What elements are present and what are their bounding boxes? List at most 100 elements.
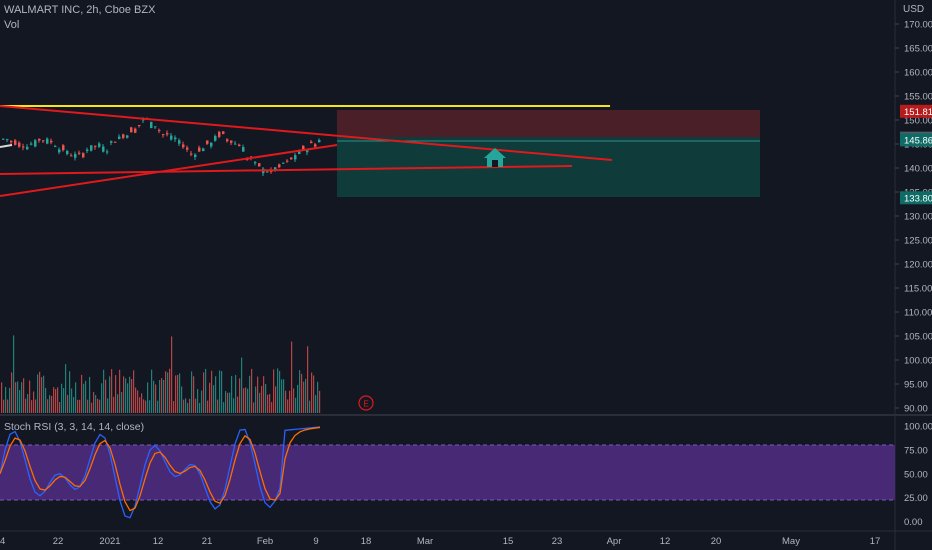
price-tick-label: 150.00 <box>904 116 932 127</box>
volume-label: Vol <box>4 19 20 31</box>
volume-bar <box>183 399 185 413</box>
candle-body <box>138 124 141 126</box>
candle-body <box>122 134 125 138</box>
candle-body <box>190 153 193 155</box>
volume-bar <box>319 390 321 413</box>
candle-body <box>158 130 161 132</box>
volume-bar <box>3 399 5 413</box>
volume-bar <box>229 392 231 413</box>
volume-bar <box>69 371 71 413</box>
time-axis[interactable]: 14 22 2021 12 21 Feb 9 18 Mar 15 23 Apr 12 20 May 17 <box>0 536 880 547</box>
volume-bar <box>239 378 241 413</box>
volume-bar <box>95 395 97 413</box>
candle-body <box>206 140 209 144</box>
candle-body <box>218 131 221 137</box>
volume-bar <box>225 391 227 413</box>
candle-body <box>14 140 17 145</box>
volume-bar <box>285 390 287 413</box>
candle-body <box>54 146 57 148</box>
currency-label: USD <box>903 4 925 15</box>
candle-body <box>106 151 109 153</box>
volume-bar <box>91 402 93 413</box>
stop-loss-zone[interactable] <box>337 110 760 137</box>
price-tick-label: 160.00 <box>904 68 932 79</box>
volume-bar <box>39 371 41 413</box>
volume-bar <box>31 400 33 413</box>
volume-bar <box>193 376 195 413</box>
svg-text:E: E <box>363 400 368 409</box>
price-tick-label: 100.00 <box>904 356 932 367</box>
volume-bar <box>123 376 125 413</box>
volume-bar <box>221 370 223 413</box>
volume-bar <box>253 402 255 413</box>
candle-body <box>226 139 229 142</box>
earnings-marker[interactable]: E <box>358 395 374 411</box>
volume-bar <box>53 387 55 413</box>
volume-bar <box>55 389 57 413</box>
volume-bar <box>139 397 141 413</box>
candle-body <box>18 142 21 147</box>
volume-bar <box>291 341 293 413</box>
candle-body <box>126 135 129 138</box>
candle-body <box>286 160 289 162</box>
candle-body <box>130 127 133 133</box>
volume-bar <box>269 394 271 413</box>
volume-bar <box>165 371 167 413</box>
time-tick-label: 12 <box>660 536 671 547</box>
time-tick-label: 18 <box>361 536 372 547</box>
volume-bar <box>153 380 155 413</box>
volume-bar <box>71 388 73 413</box>
time-tick-label: 17 <box>870 536 881 547</box>
volume-bar <box>159 380 161 413</box>
candle-body <box>42 140 45 142</box>
volume-bar <box>47 399 49 413</box>
ascending-trendline[interactable] <box>0 165 573 175</box>
symbol-title[interactable]: WALMART INC, 2h, Cboe BZX <box>4 4 156 16</box>
volume-bar <box>199 402 201 413</box>
lower-trendline[interactable] <box>0 144 338 197</box>
volume-bar <box>93 392 95 413</box>
price-tick-label: 125.00 <box>904 236 932 247</box>
volume-bar <box>15 382 17 413</box>
price-badge-label: 145.86 <box>904 135 932 146</box>
candle-body <box>238 144 241 147</box>
volume-bar <box>89 376 91 413</box>
time-tick-label: Feb <box>257 536 273 547</box>
volume-bar <box>203 372 205 413</box>
volume-bar <box>25 398 27 413</box>
price-candles <box>2 117 321 176</box>
price-axis[interactable]: 170.00165.00160.00155.00150.00145.00140.… <box>895 20 932 415</box>
volume-bar <box>27 394 29 413</box>
volume-bar <box>11 372 13 413</box>
descending-trendline[interactable] <box>0 105 613 161</box>
volume-bar <box>137 390 139 413</box>
volume-bar <box>181 386 183 413</box>
volume-bar <box>241 357 243 413</box>
candle-body <box>278 164 281 168</box>
price-badge <box>900 191 932 205</box>
volume-bar <box>243 388 245 413</box>
candle-body <box>26 146 29 150</box>
candle-body <box>62 145 65 151</box>
volume-bar <box>43 375 45 413</box>
home-icon[interactable] <box>484 148 506 167</box>
price-tick-label: 140.00 <box>904 164 932 175</box>
candle-body <box>90 145 93 151</box>
volume-bar <box>7 399 9 413</box>
volume-bar <box>143 399 145 413</box>
volume-bar <box>233 398 235 413</box>
volume-bar <box>175 375 177 413</box>
stoch-rsi-label[interactable]: Stoch RSI (3, 3, 14, 14, close) <box>4 421 145 433</box>
stoch-axis[interactable]: 100.00 75.00 50.00 25.00 0.00 <box>904 422 932 529</box>
stoch-d-line <box>0 426 321 512</box>
volume-bar <box>37 374 39 413</box>
volume-bar <box>101 383 103 413</box>
candle-body <box>162 134 165 136</box>
volume-bar <box>19 390 21 413</box>
candle-body <box>150 121 153 129</box>
candle-body <box>46 138 49 144</box>
candle-body <box>242 147 245 152</box>
volume-bar <box>195 398 197 413</box>
volume-bar <box>185 398 187 413</box>
